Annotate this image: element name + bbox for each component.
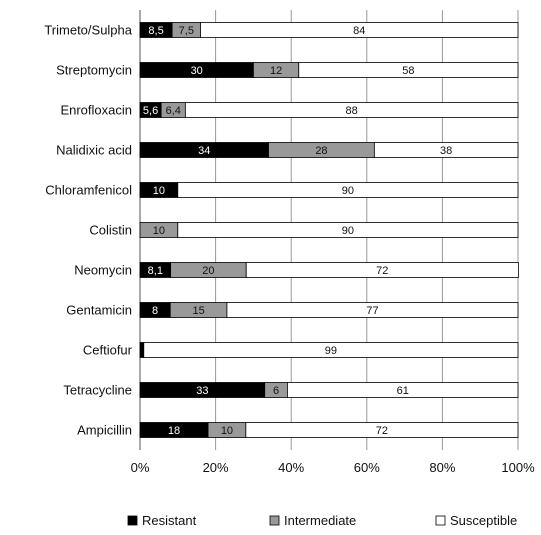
legend-swatch-susceptible <box>435 515 446 526</box>
data-label: 34 <box>198 145 210 157</box>
data-label: 90 <box>342 185 354 197</box>
x-tick-label: 40% <box>278 460 304 475</box>
bar-segment-susceptible <box>287 382 519 398</box>
category-label: Colistin <box>89 223 132 238</box>
data-label: 12 <box>270 65 282 77</box>
category-label: Trimeto/Sulpha <box>44 23 132 38</box>
legend-label: Intermediate <box>284 513 356 528</box>
data-label: 6,4 <box>166 105 181 117</box>
bars: 8,5 7,5 84 30 12 58 5,6 6,4 88 34 28 38 10 90 10 90 8,1 2… <box>139 22 519 438</box>
category-label: Neomycin <box>74 263 132 278</box>
bar-segment-susceptible <box>177 222 519 238</box>
category-label: Nalidixic acid <box>56 143 132 158</box>
bar-segment-susceptible <box>200 22 519 38</box>
data-label: 88 <box>346 105 358 117</box>
data-label: 10 <box>221 425 233 437</box>
data-label: 84 <box>353 25 365 37</box>
category-label: Chloramfenicol <box>45 183 132 198</box>
data-label: 10 <box>153 225 165 237</box>
legend-label: Susceptible <box>450 513 517 528</box>
x-tick-label: 0% <box>131 460 150 475</box>
category-label: Ceftiofur <box>83 343 133 358</box>
data-label: 18 <box>168 425 180 437</box>
bar-segment-resistant <box>139 342 145 358</box>
data-label: 99 <box>325 345 337 357</box>
data-label: 8,1 <box>148 265 163 277</box>
legend-label: Resistant <box>142 513 197 528</box>
category-label: Ampicillin <box>77 423 132 438</box>
data-label: 20 <box>202 265 214 277</box>
category-label: Enrofloxacin <box>60 103 132 118</box>
data-label: 15 <box>192 305 204 317</box>
data-label: 61 <box>397 385 409 397</box>
data-label: 7,5 <box>179 25 194 37</box>
category-label: Gentamicin <box>66 303 132 318</box>
data-label: 10 <box>153 185 165 197</box>
data-label: 5,6 <box>143 105 158 117</box>
bar-segment-susceptible <box>245 262 519 278</box>
x-tick-label: 20% <box>203 460 229 475</box>
legend: Resistant Intermediate Susceptible <box>127 513 517 528</box>
data-label: 28 <box>315 145 327 157</box>
bar-segment-susceptible <box>177 182 519 198</box>
data-label: 90 <box>342 225 354 237</box>
x-tick-labels: 0% 20% 40% 60% 80% 100% <box>131 460 535 475</box>
x-tick-label: 100% <box>501 460 535 475</box>
data-label: 8 <box>152 305 158 317</box>
data-label: 72 <box>376 425 388 437</box>
bar-segment-susceptible <box>226 302 519 318</box>
data-label: 38 <box>440 145 452 157</box>
x-tick-label: 60% <box>354 460 380 475</box>
data-label: 72 <box>376 265 388 277</box>
x-tick-label: 80% <box>429 460 455 475</box>
legend-swatch-intermediate <box>269 515 280 526</box>
legend-swatch-resistant <box>127 515 138 526</box>
data-label: 77 <box>366 305 378 317</box>
category-label: Streptomycin <box>56 63 132 78</box>
data-label: 8,5 <box>148 25 163 37</box>
bar-segment-susceptible <box>373 142 519 158</box>
data-label: 30 <box>191 65 203 77</box>
data-label: 6 <box>273 385 279 397</box>
category-labels: Trimeto/Sulpha Streptomycin Enrofloxacin Na… <box>44 23 132 438</box>
category-label: Tetracycline <box>63 383 132 398</box>
bar-segment-susceptible <box>143 342 519 358</box>
data-label: 58 <box>402 65 414 77</box>
bar-segment-susceptible <box>184 102 519 118</box>
bar-segment-susceptible <box>245 422 519 438</box>
bar-segment-susceptible <box>298 62 519 78</box>
data-label: 33 <box>196 385 208 397</box>
